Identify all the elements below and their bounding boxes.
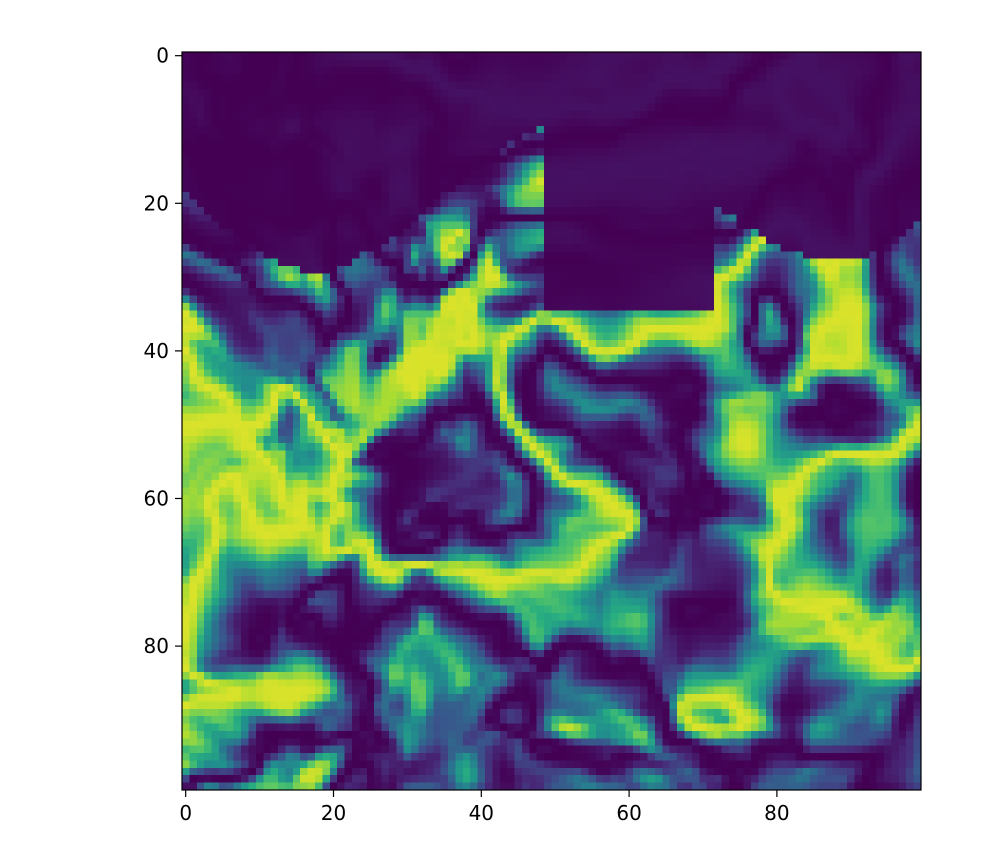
x-tick-label: 40 bbox=[469, 801, 494, 825]
y-tick-label: 60 bbox=[144, 486, 169, 510]
y-tick-label: 0 bbox=[156, 44, 169, 68]
x-tick-label: 80 bbox=[764, 801, 789, 825]
heatmap-image bbox=[182, 52, 921, 790]
y-tick-label: 20 bbox=[144, 191, 169, 215]
y-tick-label: 80 bbox=[144, 634, 169, 658]
plot-area bbox=[181, 51, 922, 791]
y-tick-label: 40 bbox=[144, 339, 169, 363]
x-tick-label: 0 bbox=[179, 801, 192, 825]
axes-frame bbox=[181, 51, 922, 791]
x-tick-label: 60 bbox=[616, 801, 641, 825]
x-tick-label: 20 bbox=[321, 801, 346, 825]
x-axis: 0 20 40 60 80 bbox=[179, 790, 790, 825]
y-axis: 0 20 40 60 80 bbox=[144, 44, 182, 658]
